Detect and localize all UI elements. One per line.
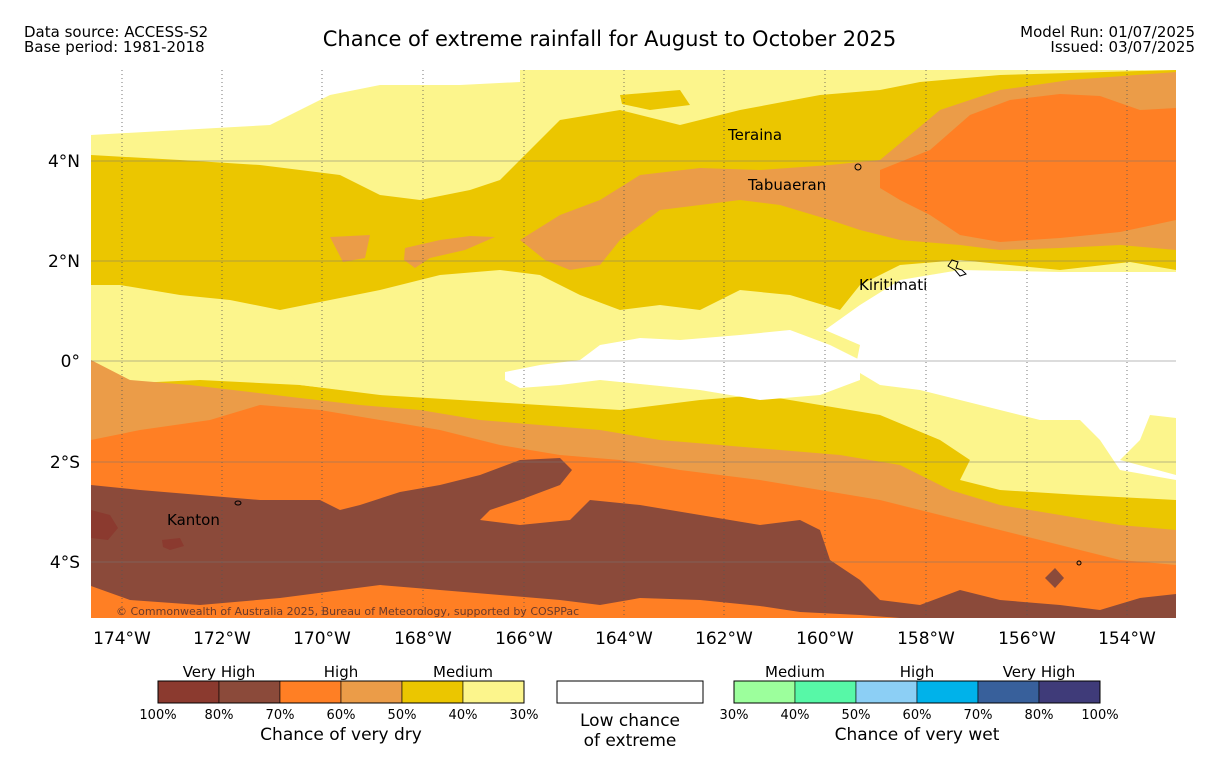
legend-low-swatch xyxy=(556,680,704,704)
zone-high-bottom-strip xyxy=(91,585,900,618)
longitude-axis: 174°W 172°W 170°W 168°W 166°W 164°W 162°… xyxy=(93,629,1156,649)
base-period-label: Base period: 1981-2018 xyxy=(24,38,205,56)
legend-dry-group-label: Medium xyxy=(433,663,493,681)
legend-dry-group-label: Very High xyxy=(183,663,256,681)
legend-wet: Medium High Very High 30% 40% 50% 60% 70… xyxy=(720,663,1119,745)
zone-very-high-70-80 xyxy=(91,458,1176,618)
legend-swatch xyxy=(340,680,403,704)
zone-low-equator-central xyxy=(505,330,860,400)
legend-wet-tick: 80% xyxy=(1025,708,1054,723)
legend-dry-tick: 100% xyxy=(139,708,176,723)
lon-tick: 164°W xyxy=(595,629,653,649)
legend-wet-group-label: High xyxy=(900,663,934,681)
legend-wet-group-label: Very High xyxy=(1003,663,1076,681)
legend-low: Low chance of extreme xyxy=(556,680,704,751)
island-outlines xyxy=(234,163,1082,566)
map-shading xyxy=(91,70,1176,618)
legend-swatch xyxy=(916,680,979,704)
zone-very-high-80-100-a xyxy=(91,510,118,540)
island-small-outline xyxy=(1076,560,1082,566)
legend-dry-tick: 80% xyxy=(205,708,234,723)
map-title: Chance of extreme rainfall for August to… xyxy=(322,27,897,51)
place-teraina-label: Teraina xyxy=(727,126,782,144)
legend-dry-group-label: High xyxy=(324,663,358,681)
lat-tick: 0° xyxy=(61,352,80,372)
legend-dry-caption: Chance of very dry xyxy=(260,725,422,745)
legend-wet-tick: 100% xyxy=(1081,708,1118,723)
legend-low-caption-line1: Low chance xyxy=(580,711,680,731)
zone-very-high-80-100-b xyxy=(162,538,184,550)
lon-tick: 174°W xyxy=(93,629,151,649)
legend-dry: Very High High Medium 100% 80% 70% 60% 5… xyxy=(139,663,538,745)
legend-dry-swatches xyxy=(157,680,525,704)
zone-small-pocket xyxy=(216,317,234,328)
lon-tick: 172°W xyxy=(193,629,251,649)
legend-low-caption-line2: of extreme xyxy=(584,731,677,751)
graticule-parallels xyxy=(91,160,1176,563)
island-kiritimati-outline xyxy=(947,259,967,277)
legend-swatch xyxy=(733,680,796,704)
legend-wet-caption: Chance of very wet xyxy=(835,725,1000,745)
legend-wet-swatches xyxy=(733,680,1101,704)
legend-wet-frame xyxy=(733,680,1101,704)
legend-swatch xyxy=(401,680,464,704)
lon-tick: 168°W xyxy=(394,629,452,649)
zone-small-pocket-b xyxy=(420,293,444,300)
legend-dry-tick: 30% xyxy=(510,708,539,723)
legend-swatch xyxy=(279,680,342,704)
zone-equator-light xyxy=(290,355,500,392)
model-run-label: Model Run: 01/07/2025 xyxy=(1020,23,1195,41)
lon-tick: 160°W xyxy=(796,629,854,649)
lon-tick: 158°W xyxy=(897,629,955,649)
data-source-label: Data source: ACCESS-S2 xyxy=(24,23,209,41)
legend-wet-tick: 30% xyxy=(720,708,749,723)
legend-swatch xyxy=(855,680,918,704)
place-tabuaeran-label: Tabuaeran xyxy=(747,176,826,194)
lon-tick: 166°W xyxy=(495,629,553,649)
copyright-notice: © Commonwealth of Australia 2025, Bureau… xyxy=(116,605,579,618)
legend-dry-tick: 40% xyxy=(449,708,478,723)
legend-dry-tick: 50% xyxy=(388,708,417,723)
lat-tick: 2°N xyxy=(48,252,80,272)
latitude-axis: 4°N 2°N 0° 2°S 4°S xyxy=(48,152,80,573)
island-kanton-outline xyxy=(234,500,242,506)
legend-swatch xyxy=(794,680,857,704)
zone-low-top xyxy=(91,70,520,135)
legend-wet-tick: 70% xyxy=(964,708,993,723)
zone-high-50-60-patch-a xyxy=(330,235,370,262)
zone-high-50-60-patch-b xyxy=(404,236,495,268)
lon-tick: 156°W xyxy=(998,629,1056,649)
zone-pocket xyxy=(620,90,690,110)
legend-dry-tick: 60% xyxy=(327,708,356,723)
legend-swatch xyxy=(462,680,525,704)
legend-swatch xyxy=(157,680,220,704)
legend-wet-tick: 40% xyxy=(781,708,810,723)
place-kiritimati-label: Kiritimati xyxy=(859,276,927,294)
legend-swatch xyxy=(218,680,281,704)
lon-tick: 154°W xyxy=(1098,629,1156,649)
legend-wet-group-label: Medium xyxy=(765,663,825,681)
issued-label: Issued: 03/07/2025 xyxy=(1050,38,1195,56)
legend-wet-tick: 50% xyxy=(842,708,871,723)
lon-tick: 162°W xyxy=(695,629,753,649)
lon-tick: 170°W xyxy=(293,629,351,649)
graticule-meridians xyxy=(121,70,1128,618)
zone-high-60-70-northeast xyxy=(880,94,1176,242)
legend-dry-tick: 70% xyxy=(266,708,295,723)
legend-wet-tick: 60% xyxy=(903,708,932,723)
zone-very-high-patch-c xyxy=(1045,568,1064,588)
legend-swatch xyxy=(977,680,1040,704)
lat-tick: 2°S xyxy=(50,453,80,473)
place-kanton-label: Kanton xyxy=(167,511,220,529)
legend-dry-frame xyxy=(157,680,525,704)
island-tabuaeran-outline xyxy=(854,163,862,171)
lat-tick: 4°N xyxy=(48,152,80,172)
lat-tick: 4°S xyxy=(50,553,80,573)
legend-swatch xyxy=(1038,680,1101,704)
zone-low-equator-east xyxy=(825,270,1176,480)
